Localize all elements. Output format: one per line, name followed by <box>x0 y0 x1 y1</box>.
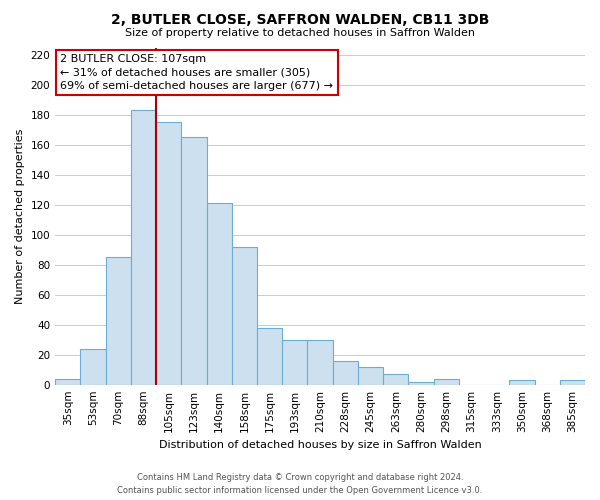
Bar <box>434 378 459 384</box>
Text: 2, BUTLER CLOSE, SAFFRON WALDEN, CB11 3DB: 2, BUTLER CLOSE, SAFFRON WALDEN, CB11 3D… <box>111 12 489 26</box>
X-axis label: Distribution of detached houses by size in Saffron Walden: Distribution of detached houses by size … <box>159 440 481 450</box>
Bar <box>55 378 80 384</box>
Text: 2 BUTLER CLOSE: 107sqm
← 31% of detached houses are smaller (305)
69% of semi-de: 2 BUTLER CLOSE: 107sqm ← 31% of detached… <box>61 54 334 90</box>
Bar <box>560 380 585 384</box>
Bar <box>206 204 232 384</box>
Bar <box>332 360 358 384</box>
Bar <box>131 110 156 384</box>
Bar <box>106 258 131 384</box>
Text: Size of property relative to detached houses in Saffron Walden: Size of property relative to detached ho… <box>125 28 475 38</box>
Bar <box>282 340 307 384</box>
Bar <box>509 380 535 384</box>
Bar <box>80 348 106 384</box>
Bar <box>358 366 383 384</box>
Text: Contains HM Land Registry data © Crown copyright and database right 2024.
Contai: Contains HM Land Registry data © Crown c… <box>118 474 482 495</box>
Bar <box>307 340 332 384</box>
Bar <box>156 122 181 384</box>
Y-axis label: Number of detached properties: Number of detached properties <box>15 128 25 304</box>
Bar <box>181 138 206 384</box>
Bar <box>409 382 434 384</box>
Bar <box>232 247 257 384</box>
Bar <box>257 328 282 384</box>
Bar <box>383 374 409 384</box>
